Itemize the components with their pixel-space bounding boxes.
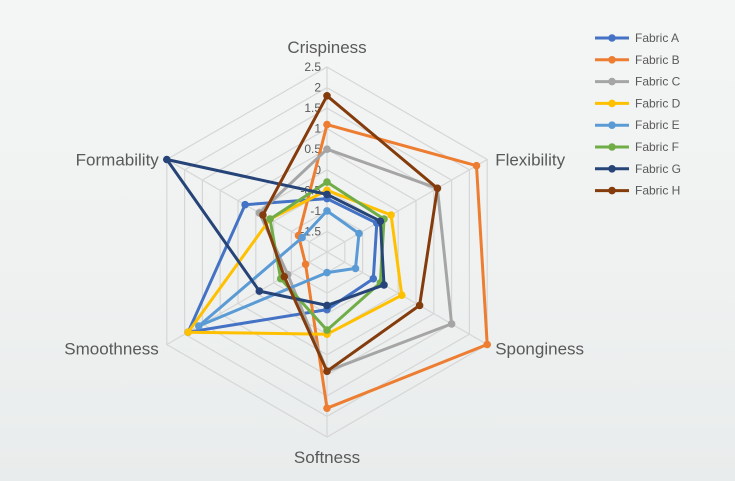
data-point: [369, 274, 378, 283]
data-point: [380, 281, 388, 289]
axis-label: Formability: [76, 151, 160, 170]
data-point: [323, 326, 331, 334]
legend-swatch-marker: [608, 121, 616, 129]
data-point: [323, 92, 331, 100]
data-point: [195, 322, 203, 330]
data-point: [483, 340, 492, 349]
legend-swatch-marker: [608, 143, 616, 151]
data-point: [323, 178, 331, 186]
legend-label: Fabric D: [635, 96, 681, 110]
legend-swatch-marker: [608, 77, 616, 86]
tick-label: 2: [314, 81, 321, 95]
tick-label: -1: [310, 204, 321, 218]
axis-label: Sponginess: [495, 340, 584, 359]
tick-label: 2.5: [304, 60, 321, 74]
data-point: [184, 328, 192, 337]
data-point: [387, 211, 395, 219]
legend-label: Fabric C: [635, 75, 681, 89]
data-point: [323, 268, 331, 277]
data-point: [323, 367, 331, 376]
data-point: [280, 272, 289, 281]
data-point: [266, 215, 274, 223]
data-point: [323, 404, 331, 413]
data-point: [398, 291, 406, 300]
data-point: [376, 217, 385, 225]
legend-swatch-marker: [608, 186, 616, 195]
axis-label: Crispiness: [287, 38, 366, 57]
legend-label: Fabric A: [635, 31, 679, 45]
data-point: [301, 260, 310, 269]
data-point: [472, 161, 481, 170]
tick-label: 1: [314, 122, 321, 136]
series-line: [261, 94, 439, 373]
data-point: [163, 155, 171, 164]
data-point: [433, 184, 442, 193]
data-point: [355, 229, 363, 238]
legend-label: Fabric F: [635, 140, 679, 154]
data-point: [259, 211, 267, 219]
legend-label: Fabric H: [635, 184, 680, 198]
legend-label: Fabric B: [635, 53, 680, 67]
data-point: [323, 145, 331, 153]
data-point: [323, 301, 331, 310]
tick-label: 0.5: [304, 142, 321, 156]
axis-label: Smoothness: [64, 340, 159, 359]
data-point: [323, 207, 331, 215]
legend-label: Fabric E: [635, 118, 680, 132]
spoke-line: [166, 251, 328, 346]
legend-swatch-marker: [608, 165, 616, 173]
data-point: [255, 287, 264, 295]
data-point: [241, 200, 249, 209]
tick-label: 0: [314, 163, 321, 177]
legend-swatch-marker: [608, 99, 616, 108]
legend-swatch-marker: [608, 56, 616, 64]
legend-swatch-marker: [608, 34, 616, 42]
legend-label: Fabric G: [635, 162, 681, 176]
data-point: [298, 233, 306, 242]
axis-label: Flexibility: [495, 151, 565, 170]
axis-label: Softness: [294, 448, 360, 467]
data-point: [323, 120, 331, 129]
data-point: [323, 190, 331, 199]
data-point: [447, 320, 456, 328]
data-point: [415, 301, 424, 310]
spoke-line: [326, 158, 488, 253]
data-point: [351, 264, 360, 273]
